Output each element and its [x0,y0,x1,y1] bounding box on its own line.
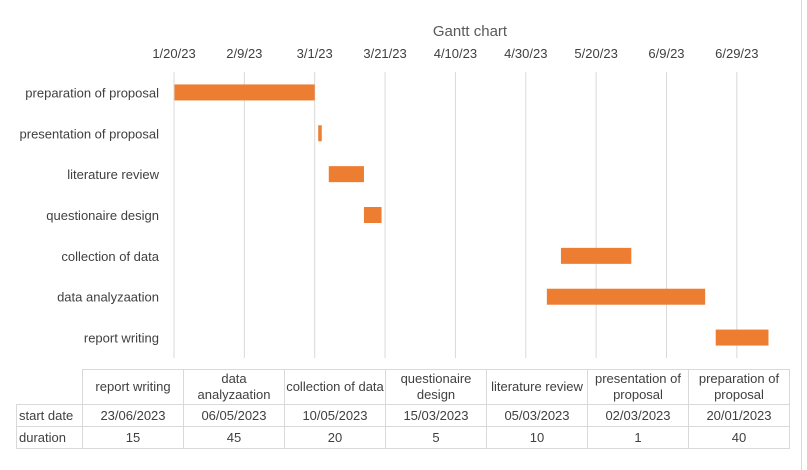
start-date-cell: 10/05/2023 [284,404,386,427]
task-bar [560,247,632,264]
row-label-start-date: start date [16,404,83,427]
duration-cell: 10 [486,426,588,449]
column-header: report writing [82,369,184,405]
task-bar [318,125,322,142]
column-header: preparation of proposal [688,369,790,405]
x-tick-label: 2/9/23 [226,46,262,61]
column-header: data analyzaation [183,369,285,405]
x-tick-label: 6/29/23 [715,46,758,61]
task-bar [328,166,364,183]
column-header: questionaire design [385,369,487,405]
start-date-cell: 06/05/2023 [183,404,285,427]
duration-cell: 40 [688,426,790,449]
start-date-cell: 05/03/2023 [486,404,588,427]
start-date-cell: 20/01/2023 [688,404,790,427]
x-tick-label: 3/1/23 [297,46,333,61]
chart-title: Gantt chart [433,23,508,40]
task-label: presentation of proposal [20,126,160,141]
start-date-cell: 02/03/2023 [587,404,689,427]
duration-cell: 45 [183,426,285,449]
task-bar [363,207,382,223]
x-tick-label: 6/9/23 [648,46,684,61]
duration-row: duration 15 45 20 5 10 1 40 [16,426,790,449]
task-label: report writing [84,331,159,346]
task-label: preparation of proposal [25,85,159,100]
x-tick-label: 4/30/23 [504,46,547,61]
task-bar [546,288,706,305]
task-bar [715,329,769,346]
column-header: collection of data [284,369,386,405]
column-header: literature review [486,369,588,405]
x-tick-label: 3/21/23 [363,46,406,61]
task-label: literature review [67,167,159,182]
task-bar [174,84,315,101]
duration-cell: 15 [82,426,184,449]
column-header: presentation of proposal [587,369,689,405]
start-date-row: start date 23/06/2023 06/05/2023 10/05/2… [16,404,790,427]
x-tick-label: 1/20/23 [152,46,195,61]
x-tick-label: 5/20/23 [574,46,617,61]
row-label-duration: duration [16,426,83,449]
right-panel-edge [801,0,807,470]
data-table-header-row: report writing data analyzaation collect… [16,369,790,405]
duration-cell: 5 [385,426,487,449]
start-date-cell: 23/06/2023 [82,404,184,427]
x-tick-label: 4/10/23 [434,46,477,61]
task-label: questionaire design [46,208,159,223]
data-table: report writing data analyzaation collect… [16,369,790,449]
duration-cell: 20 [284,426,386,449]
task-label: collection of data [61,249,159,264]
start-date-cell: 15/03/2023 [385,404,487,427]
duration-cell: 1 [587,426,689,449]
data-table-corner [16,369,83,405]
task-label: data analyzaation [57,290,159,305]
